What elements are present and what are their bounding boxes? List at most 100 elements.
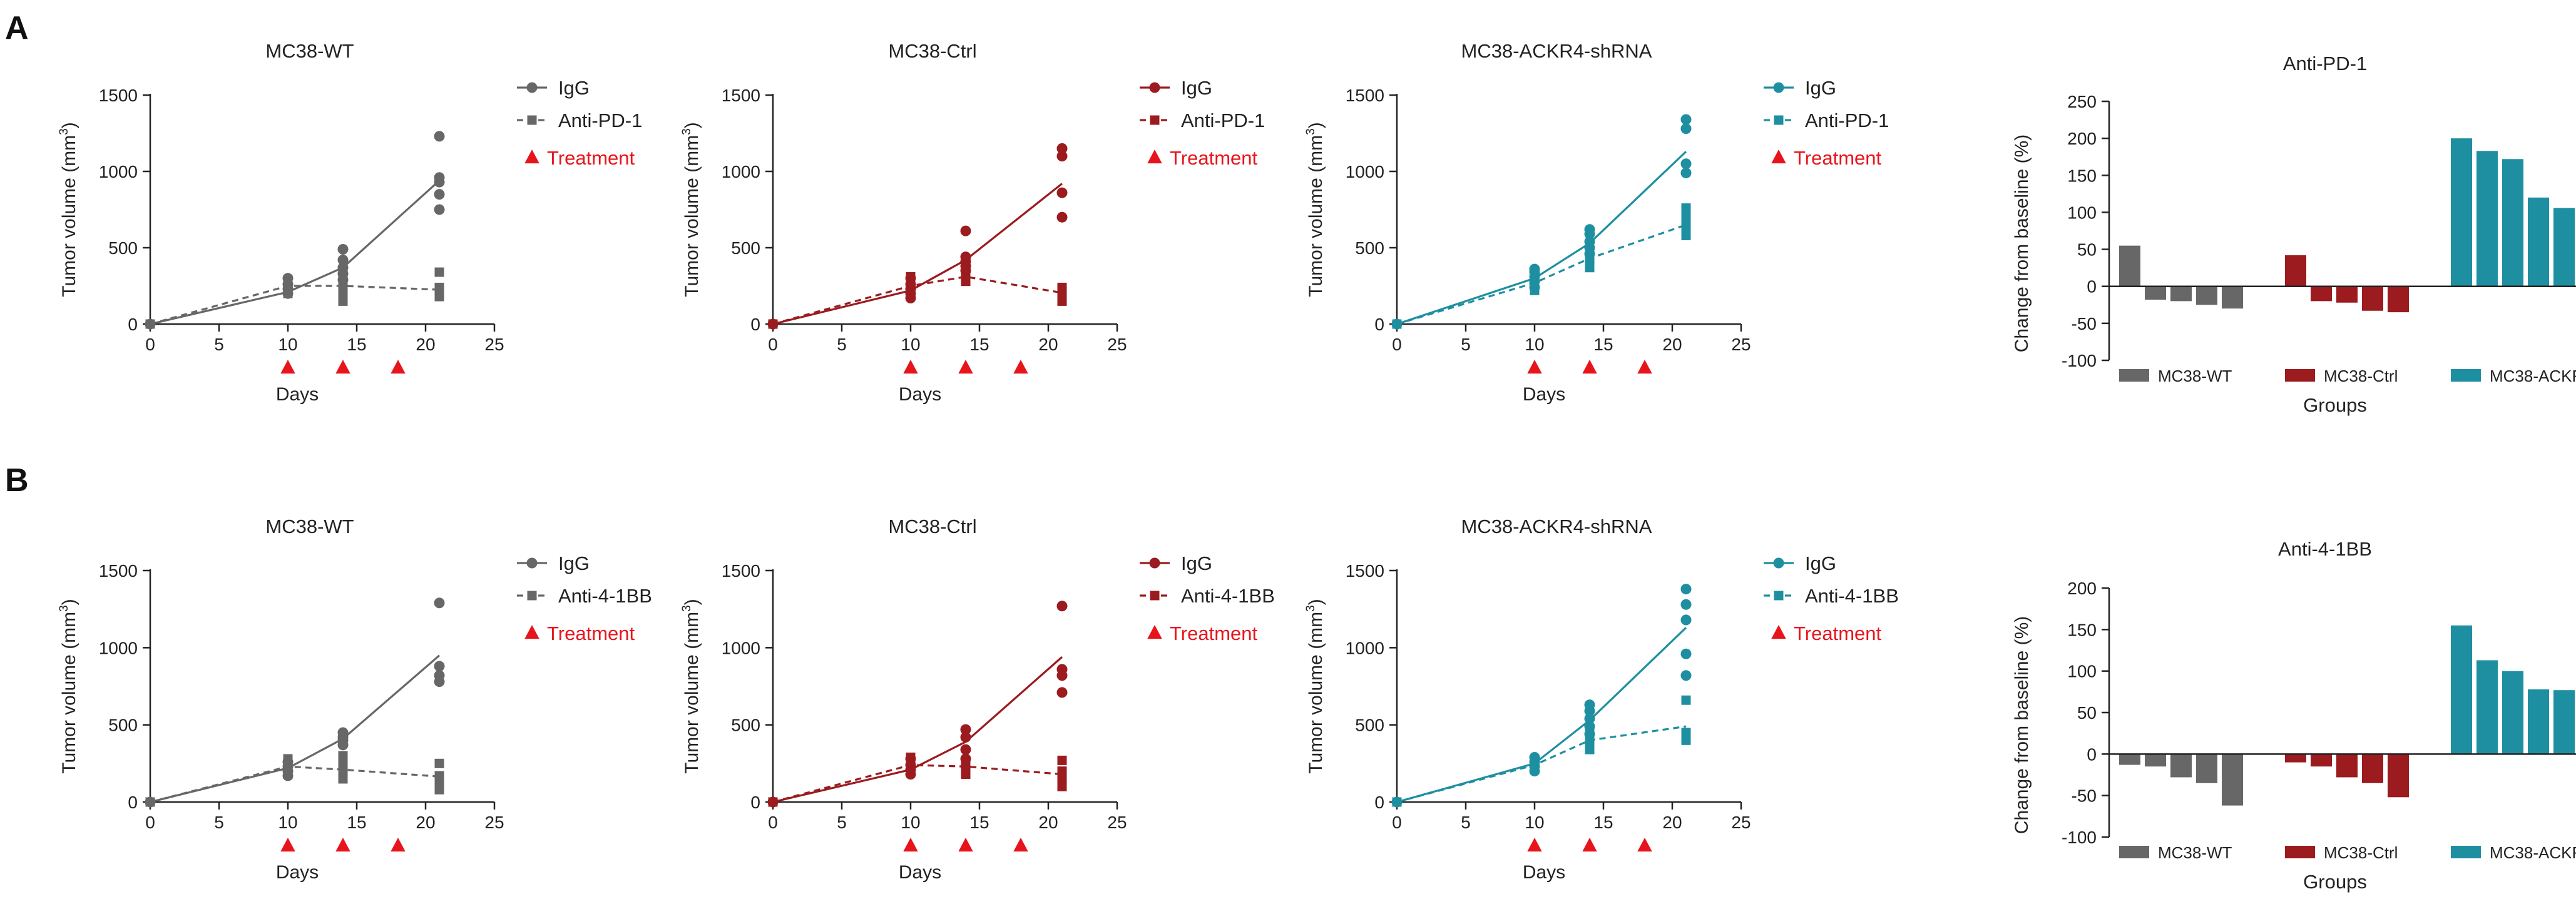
data-point [434, 204, 445, 215]
x-tick-label: 0 [768, 813, 778, 832]
x-tick-label: 25 [484, 813, 504, 832]
bar-mc38-ackr4-shrna [2502, 159, 2523, 287]
y-tick-label: 100 [2067, 662, 2097, 681]
data-point [1681, 728, 1691, 738]
x-tick-label: 5 [1461, 813, 1471, 832]
data-point [1680, 614, 1692, 626]
chart-title: MC38-Ctrl [888, 515, 976, 537]
legend-label: Anti-PD-1 [558, 109, 642, 131]
x-axis-label: Days [1523, 862, 1565, 883]
x-tick-label: 20 [416, 813, 435, 832]
data-point [283, 754, 293, 764]
bar-mc38-ackr4-shrna [2553, 208, 2575, 287]
series-line-1 [150, 285, 440, 325]
legend-swatch [2119, 846, 2149, 858]
data-point [1056, 687, 1068, 698]
data-point [283, 275, 293, 285]
y-tick-label: 100 [2067, 203, 2097, 222]
data-point [434, 758, 444, 768]
data-point [1056, 151, 1068, 162]
legend-label: Anti-PD-1 [1805, 109, 1889, 131]
data-point [1056, 211, 1068, 223]
series-line-1 [772, 275, 1063, 325]
y-axis-label-text: Tumor volume (mm [59, 612, 79, 774]
y-tick-label: 1500 [1346, 561, 1384, 581]
legend-swatch [2451, 846, 2481, 858]
data-point [1680, 670, 1692, 681]
y-axis-label-end: ) [1306, 122, 1326, 128]
data-point [145, 319, 155, 329]
chart-a4: Anti-PD-1 -100 -50 0 50 100 150 200 250 MC38-WT MC… [2011, 53, 2576, 416]
x-axis-label: Days [1523, 384, 1565, 405]
data-point [1057, 774, 1067, 784]
y-tick-label: 0 [1374, 315, 1384, 334]
data-point [1680, 158, 1692, 170]
bar-mc38-ctrl [2285, 255, 2306, 287]
data-point [1057, 755, 1067, 765]
bar-mc38-ctrl [2388, 754, 2409, 798]
data-point [1681, 695, 1691, 705]
legend-label: Anti-4-1BB [1805, 585, 1899, 607]
bar-mc38-wt [2196, 754, 2217, 783]
treatment-marker [391, 360, 406, 374]
data-point [960, 724, 971, 735]
y-tick-label: 500 [108, 238, 138, 258]
x-tick-label: 20 [1662, 813, 1682, 832]
legend-marker [1150, 591, 1160, 601]
legend-label: Anti-PD-1 [1181, 109, 1265, 131]
data-point [145, 797, 155, 807]
x-tick-label: 5 [837, 813, 847, 832]
x-tick-label: 10 [1525, 335, 1544, 354]
series-line-1 [1396, 223, 1687, 325]
x-tick-label: 25 [1107, 813, 1127, 832]
legend-marker [1773, 82, 1784, 93]
y-tick-label: 50 [2077, 703, 2097, 723]
x-axis-label: Days [899, 862, 941, 883]
data-point [960, 731, 971, 743]
x-tick-label: 15 [1593, 813, 1613, 832]
legend-label: Treatment [1794, 147, 1882, 169]
chart-a1: MC38-WT 0 500 1000 1500 0 5 10 15 20 25 Days Tumor v… [58, 40, 642, 405]
x-tick-label: 20 [1038, 335, 1058, 354]
legend-marker [1774, 591, 1784, 601]
y-tick-label: 0 [128, 793, 138, 812]
legend-swatch [2119, 369, 2149, 382]
data-point [960, 251, 971, 263]
bar-mc38-ctrl [2336, 286, 2358, 303]
x-tick-label: 10 [278, 335, 297, 354]
x-tick-label: 0 [1392, 335, 1402, 354]
legend-label: MC38-Ctrl [2324, 367, 2398, 385]
series-line-1 [150, 765, 440, 803]
y-axis-label: Tumor volume (mm3) [1304, 122, 1326, 297]
y-tick-label: 50 [2077, 240, 2097, 260]
legend-swatch [2285, 846, 2315, 858]
chart-title: MC38-WT [265, 515, 354, 537]
bar-mc38-wt [2119, 245, 2140, 287]
y-tick-label: 500 [1355, 238, 1384, 258]
data-point [434, 771, 444, 781]
x-tick-label: 25 [1107, 335, 1127, 354]
legend-marker [526, 82, 538, 93]
chart-title: Anti-PD-1 [2283, 53, 2367, 74]
y-tick-label: 1000 [1346, 162, 1384, 181]
data-point [1680, 584, 1692, 595]
bar-mc38-ctrl [2311, 286, 2332, 302]
chart-title: MC38-ACKR4-shRNA [1461, 515, 1652, 537]
series-line-0 [1396, 151, 1687, 325]
series-line-0 [150, 180, 441, 325]
legend-marker [524, 625, 539, 639]
y-axis-label: Change from baseline (%) [2011, 616, 2032, 835]
legend-label: IgG [1181, 77, 1212, 99]
legend-marker [1774, 115, 1784, 125]
bar-mc38-ackr4-shrna [2451, 625, 2472, 754]
x-tick-label: 25 [1731, 335, 1751, 354]
data-point [338, 751, 348, 761]
bar-mc38-ackr4-shrna [2553, 690, 2575, 754]
legend-label: MC38-ACKR4-shRNA [2490, 843, 2576, 862]
data-point [1584, 224, 1595, 235]
panel-letter-a: A [5, 10, 29, 46]
y-tick-label: 1500 [1346, 86, 1384, 105]
legend-label: IgG [558, 552, 590, 574]
data-point [1584, 699, 1595, 711]
